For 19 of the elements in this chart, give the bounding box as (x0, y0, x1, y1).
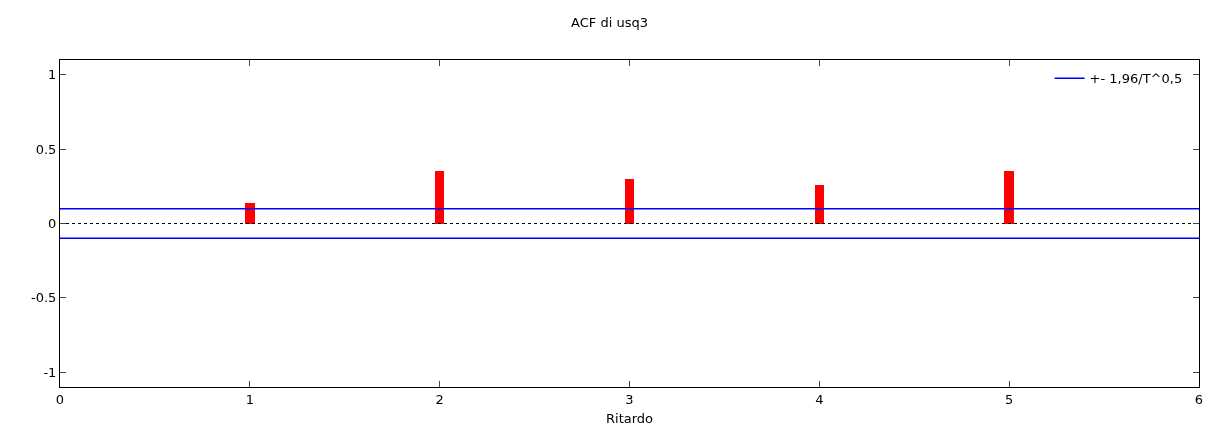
y-tick-label: -1 (43, 364, 57, 380)
x-tick-label: 3 (625, 391, 634, 407)
bar (815, 185, 824, 224)
x-tick-label: 2 (435, 391, 444, 407)
bar (625, 179, 634, 224)
x-tick-label: 6 (1194, 391, 1204, 407)
y-tick-label: 1 (48, 67, 57, 83)
y-tick-label: 0.5 (35, 141, 57, 157)
y-tick-label: -0.5 (31, 290, 57, 306)
chart-title: ACF di usq3 (571, 14, 648, 30)
bar (435, 171, 444, 224)
x-tick-label: 5 (1005, 391, 1014, 407)
legend-label: +- 1,96/T^0,5 (1089, 71, 1183, 87)
y-tick-label: 0 (48, 216, 57, 232)
x-axis-title: Ritardo (605, 411, 654, 427)
x-tick-label: 1 (245, 391, 254, 407)
bar (245, 203, 255, 224)
bar (1004, 171, 1014, 224)
x-tick-label: 4 (815, 391, 824, 407)
